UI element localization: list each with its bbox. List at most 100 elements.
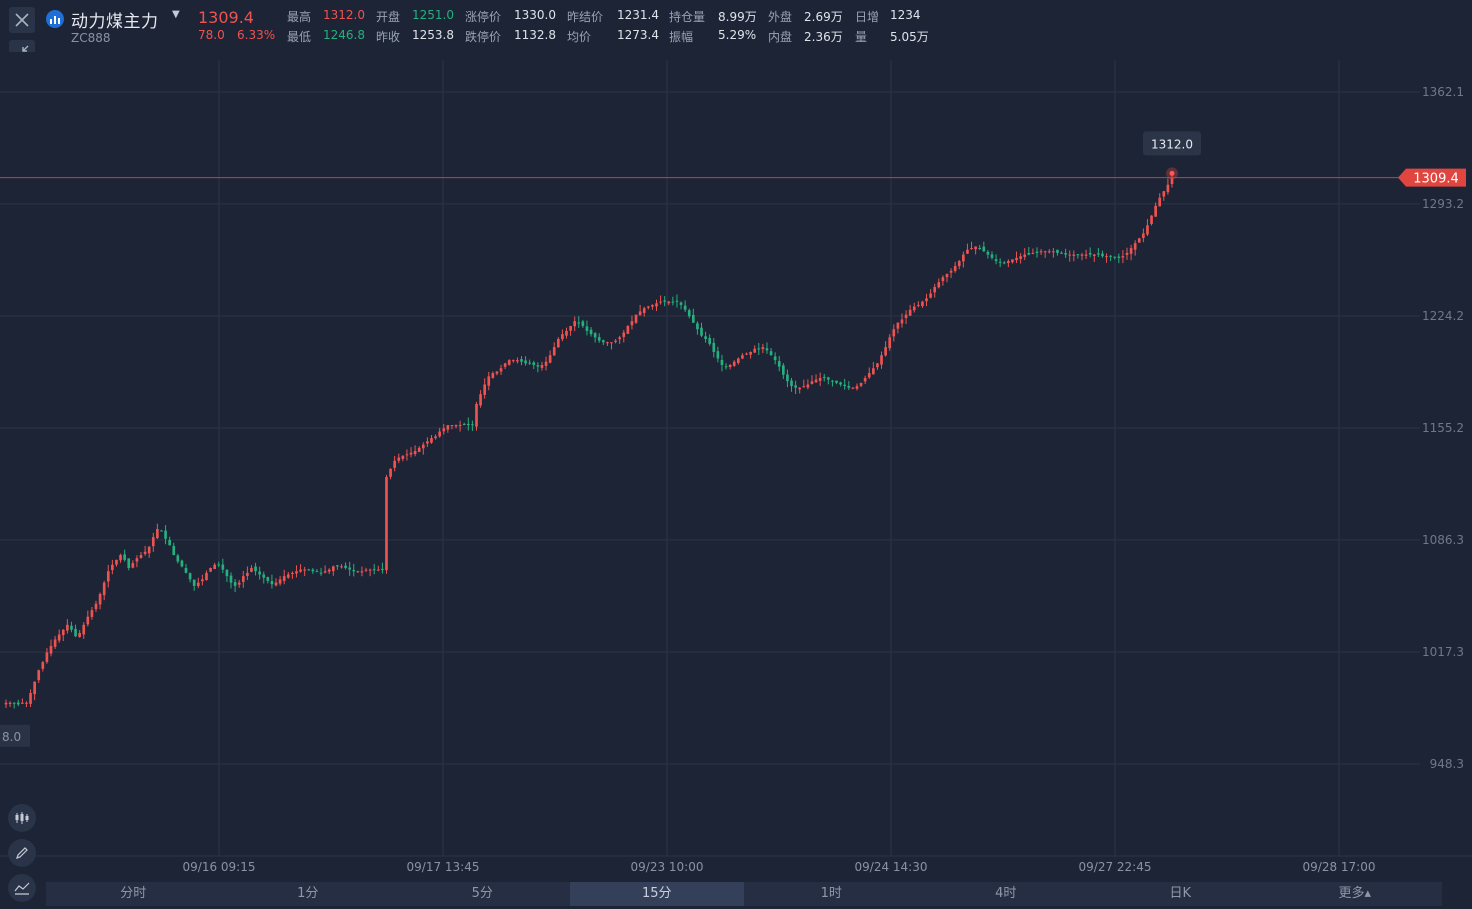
candle-body — [822, 377, 826, 379]
candle-body — [1105, 256, 1108, 258]
candle-body — [1056, 249, 1059, 253]
tab-period[interactable]: 4时 — [995, 886, 1017, 901]
left-price-tag — [0, 724, 30, 747]
candle-body — [782, 365, 785, 375]
candle-body — [708, 337, 712, 344]
candle-body — [597, 337, 601, 341]
candle-body — [835, 380, 838, 383]
candle-body — [368, 569, 372, 571]
candle-body — [610, 342, 613, 344]
candle-body — [700, 327, 703, 336]
candle-body — [724, 366, 728, 368]
candle-body — [471, 424, 474, 426]
candle-body — [29, 693, 32, 704]
x-tick-label: 09/23 10:00 — [631, 860, 704, 874]
tab-period[interactable]: 分时 — [120, 886, 147, 901]
draw-tool-button[interactable] — [8, 839, 36, 867]
candle-body — [192, 579, 196, 586]
candle-body — [581, 321, 585, 327]
candle-body — [712, 342, 716, 352]
stat-label: 昨收 — [376, 30, 401, 44]
candle-body — [982, 246, 986, 252]
stat-label: 内盘 — [768, 30, 793, 44]
candle-body — [1035, 251, 1039, 253]
candle-body — [458, 425, 462, 427]
candle-body — [540, 364, 544, 368]
candle-body — [139, 554, 143, 558]
pencil-icon — [16, 847, 28, 859]
stat-label: 跌停价 — [465, 30, 502, 44]
candle-body — [863, 377, 867, 382]
candle-body — [421, 444, 425, 449]
candle-body — [86, 616, 90, 625]
candle-body — [1076, 254, 1080, 256]
candle-body — [364, 569, 368, 571]
candle-body — [70, 625, 73, 630]
candle-body — [634, 314, 638, 323]
candle-body — [544, 361, 548, 366]
candle-body — [1162, 191, 1166, 197]
tab-period[interactable]: 1时 — [820, 886, 842, 901]
candle-body — [160, 530, 163, 532]
stat-value: 1312.0 — [323, 8, 365, 22]
candle-body — [311, 569, 315, 572]
stat-value: 8.99万 — [718, 10, 757, 24]
candle-body — [45, 652, 49, 663]
candle-body — [614, 340, 617, 342]
candlestick-chart[interactable]: 1362.1 1293.2 1224.2 1155.2 1086.3 1017.3 948.… — [0, 52, 1472, 880]
candle-body — [777, 361, 781, 367]
tab-period[interactable]: 15分 — [569, 882, 744, 906]
stat-value: 5.29% — [718, 28, 757, 42]
candle-body — [417, 447, 421, 452]
candle-body — [405, 454, 409, 456]
stat-label: 外盘 — [768, 10, 793, 24]
candle-body — [393, 460, 396, 468]
y-tick-label: 1017.3 — [1422, 645, 1464, 659]
candle-body — [82, 624, 86, 635]
trend-tool-button[interactable] — [8, 874, 36, 902]
candle-body — [1097, 253, 1100, 255]
high-tooltip-box — [1143, 131, 1201, 156]
candle-body — [532, 362, 536, 365]
candle-body — [491, 373, 495, 378]
candle-body — [233, 582, 237, 586]
candle-body — [507, 360, 511, 365]
candle-body — [409, 452, 413, 455]
candle-body — [156, 529, 159, 539]
candle-body — [66, 624, 69, 631]
candle-body — [53, 639, 57, 647]
close-button[interactable] — [9, 7, 35, 33]
tab-period[interactable]: 更多▴ — [1338, 886, 1372, 901]
candle-body — [1109, 255, 1112, 257]
candle-body — [1007, 261, 1010, 264]
candle-body — [884, 347, 887, 356]
candle-body — [401, 455, 405, 459]
instrument-name[interactable]: 动力煤主力 — [71, 12, 159, 32]
candle-body — [1146, 225, 1149, 235]
candle-body — [867, 373, 871, 378]
indicator-tool-button[interactable] — [8, 804, 36, 832]
candle-body — [1043, 251, 1047, 253]
candle-body — [847, 386, 851, 388]
high-marker — [1169, 170, 1175, 176]
tab-period[interactable]: 5分 — [471, 886, 493, 901]
candle-body — [675, 300, 679, 302]
dropdown-caret-icon[interactable]: ▼ — [172, 9, 180, 20]
candle-body — [667, 301, 671, 304]
tab-period[interactable]: 1分 — [297, 886, 319, 901]
candle-body — [933, 287, 937, 293]
candle-body — [962, 254, 965, 262]
stat-label: 最低 — [287, 30, 312, 44]
candle-body — [921, 301, 924, 307]
candle-body — [839, 382, 842, 385]
tab-period[interactable]: 日K — [1169, 886, 1192, 901]
candle-body — [1031, 252, 1035, 254]
candle-body — [937, 282, 941, 288]
candle-body — [753, 348, 757, 353]
candle-body — [1084, 254, 1088, 256]
candle-body — [642, 308, 646, 313]
candle-body — [908, 309, 912, 316]
candle-body — [286, 574, 290, 578]
candle-body — [1133, 243, 1137, 250]
candle-body — [119, 554, 122, 561]
